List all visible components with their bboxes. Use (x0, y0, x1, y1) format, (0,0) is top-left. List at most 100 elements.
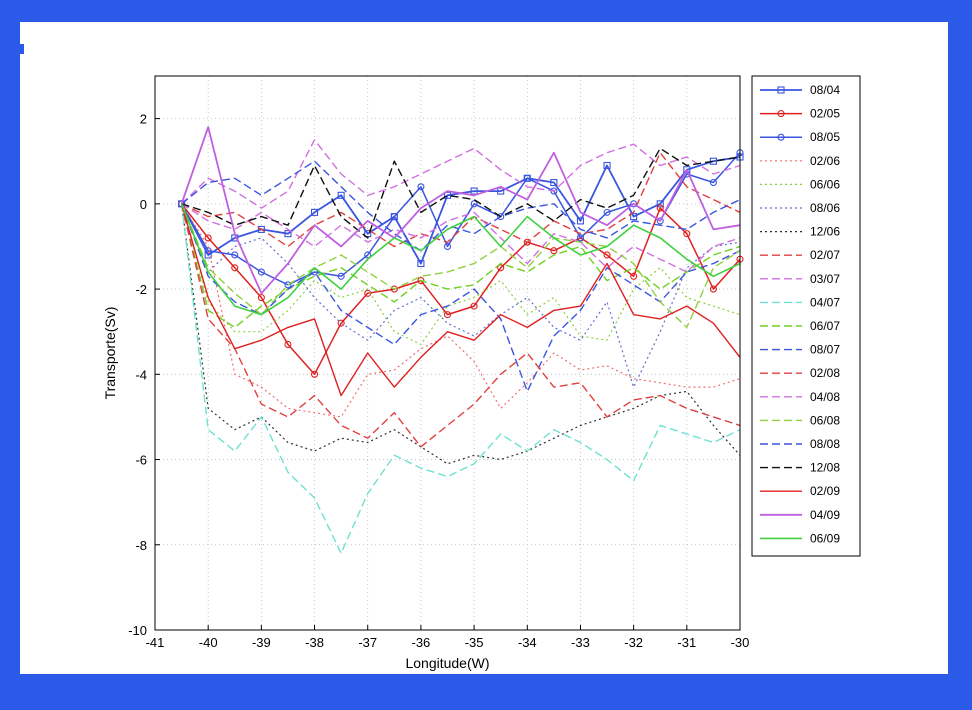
data-point (337, 272, 345, 280)
legend-label: 02/09 (810, 484, 840, 498)
legend-label: 02/05 (810, 107, 840, 121)
series-line (181, 203, 741, 273)
series-04-09 (180, 126, 741, 295)
data-point (523, 238, 531, 246)
legend-label: 04/09 (810, 508, 840, 522)
data-point (337, 319, 345, 327)
series-08-07 (180, 203, 741, 393)
series-line (181, 139, 741, 209)
series-line (181, 151, 741, 248)
legend-label: 06/06 (810, 177, 840, 191)
data-point (709, 178, 717, 187)
x-tick-label: -33 (571, 635, 590, 650)
data-point (257, 225, 265, 233)
legend-marker (777, 110, 785, 118)
x-tick-label: -36 (412, 635, 431, 650)
legend: 08/04 02/05 08/05 02/06 06/06 08/06 12/06 02/07… (751, 75, 861, 557)
legend-label: 06/08 (810, 413, 840, 427)
series-line (180, 203, 741, 554)
data-point (523, 174, 531, 182)
series-06-09 (180, 203, 741, 316)
legend-box (751, 75, 861, 557)
data-point (656, 204, 664, 212)
series-08-06 (181, 203, 741, 388)
legend-entry: 02/05 (760, 107, 840, 121)
data-point (683, 230, 691, 238)
x-tick-label: -32 (624, 635, 643, 650)
series-line (181, 160, 741, 252)
data-point (470, 187, 478, 195)
data-point (204, 234, 212, 242)
legend-label: 08/04 (810, 83, 840, 97)
legend-entry: 04/07 (760, 295, 840, 309)
y-tick-label: -8 (135, 538, 147, 553)
legend-entry: 02/06 (760, 154, 840, 168)
legend-label: 04/08 (810, 390, 840, 404)
data-point (443, 242, 452, 251)
legend-entry: 12/08 (760, 461, 840, 475)
legend-entry: 06/07 (760, 319, 840, 333)
x-tick-label: -34 (518, 635, 537, 650)
series-12-08 (181, 147, 741, 239)
series-06-07 (180, 203, 741, 329)
figure-caption-cut (0, 686, 972, 710)
legend-entry: 08/06 (760, 201, 840, 215)
y-tick-label: 0 (140, 197, 147, 212)
x-tick-label: -38 (305, 635, 324, 650)
y-axis-label: Transporte(Sv) (102, 307, 118, 400)
legend-entry: 12/06 (760, 225, 840, 239)
legend-marker (777, 86, 785, 94)
series-line (180, 203, 741, 393)
series-04-07 (180, 203, 741, 554)
data-point (417, 259, 425, 268)
data-point (231, 251, 239, 259)
data-point (497, 187, 505, 195)
data-point (284, 230, 292, 238)
series-line (180, 203, 741, 329)
legend-label: 12/08 (810, 461, 840, 475)
data-point (497, 213, 505, 221)
legend-entry: 02/08 (760, 366, 840, 380)
series-03-07 (181, 203, 741, 273)
data-point (656, 217, 664, 225)
data-point (709, 285, 717, 293)
legend-label: 08/06 (810, 201, 840, 215)
legend-label: 02/08 (810, 366, 840, 380)
x-tick-label: -31 (677, 635, 696, 650)
legend-entry: 03/07 (760, 272, 840, 286)
legend-entry: 08/04 (760, 83, 840, 97)
data-point (257, 268, 265, 276)
data-point (630, 200, 638, 208)
data-point (603, 208, 611, 216)
data-point (550, 247, 558, 255)
data-point (364, 251, 372, 259)
legend-entry: 06/06 (760, 177, 840, 191)
legend-entry: 06/08 (760, 413, 840, 427)
legend-entry: 08/07 (760, 343, 840, 357)
y-tick-label: -10 (128, 623, 147, 638)
series-line (180, 203, 741, 329)
y-tick-label: -2 (135, 282, 147, 297)
series-line (180, 156, 741, 265)
data-point (497, 264, 505, 272)
data-point (257, 294, 265, 302)
data-point (576, 234, 585, 242)
axis-ticks: -41 -40 -39 -38 -37 -36 -35 -34 -33 -32 -31 -30 2 0 -2… (128, 112, 749, 650)
series-line (181, 147, 741, 239)
legend-entry: 04/08 (760, 390, 840, 404)
data-point (310, 208, 319, 216)
data-point (470, 302, 478, 310)
legend-entry: 08/05 (760, 130, 840, 144)
x-tick-label: -39 (252, 635, 271, 650)
data-point (603, 161, 611, 170)
y-tick-label: 2 (140, 112, 147, 127)
data-point (417, 183, 425, 191)
legend-entry: 04/09 (760, 508, 840, 522)
series-line (181, 203, 741, 465)
series-02-07 (181, 151, 741, 248)
data-point (576, 217, 585, 225)
legend-label: 06/09 (810, 531, 840, 545)
x-axis-label: Longitude(W) (405, 655, 489, 671)
data-point (443, 191, 452, 199)
data-point (284, 340, 292, 349)
